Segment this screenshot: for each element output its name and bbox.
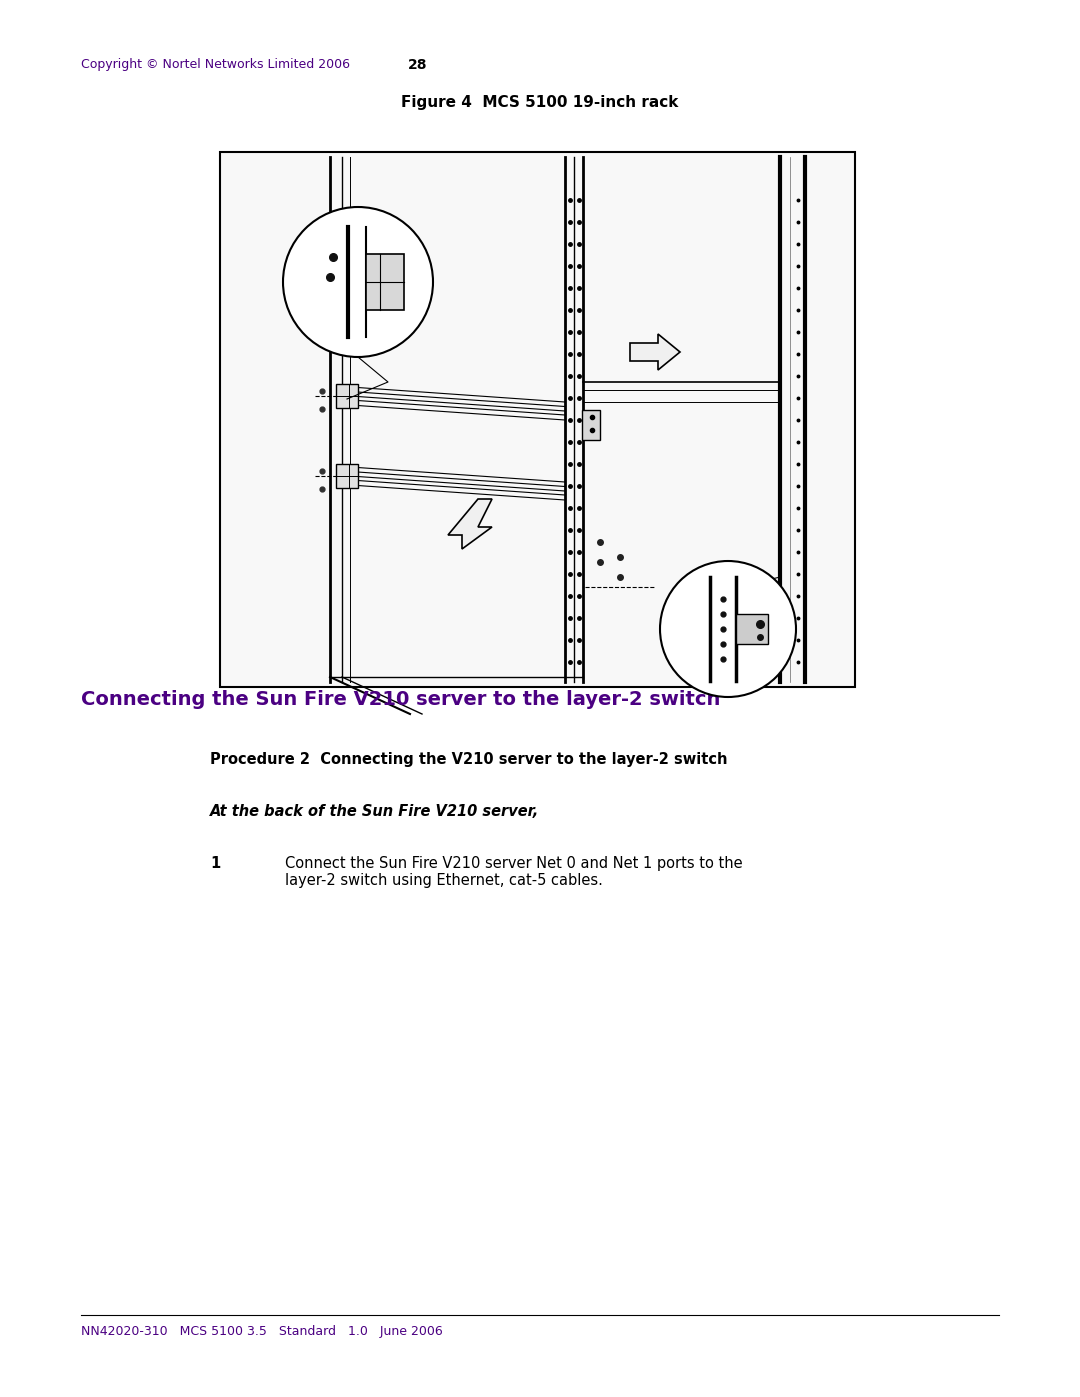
Bar [220,152,855,687]
Text: Figure 4  MCS 5100 19-inch rack: Figure 4 MCS 5100 19-inch rack [402,95,678,110]
Bar [336,384,357,408]
Bar [336,464,357,488]
Text: Procedure 2  Connecting the V210 server to the layer-2 switch: Procedure 2 Connecting the V210 server t… [210,752,728,767]
Polygon shape [448,499,492,549]
Text: At the back of the Sun Fire V210 server,: At the back of the Sun Fire V210 server, [210,805,539,819]
Text: NN42020-310   MCS 5100 3.5   Standard   1.0   June 2006: NN42020-310 MCS 5100 3.5 Standard 1.0 Ju… [81,1324,443,1338]
Bar [582,409,600,440]
Text: Connecting the Sun Fire V210 server to the layer-2 switch: Connecting the Sun Fire V210 server to t… [81,690,720,710]
Text: Connect the Sun Fire V210 server Net 0 and Net 1 ports to the
layer-2 switch usi: Connect the Sun Fire V210 server Net 0 a… [285,856,743,888]
Circle shape [283,207,433,358]
Bar [366,254,404,310]
Circle shape [660,562,796,697]
Polygon shape [630,334,680,370]
Text: Copyright © Nortel Networks Limited 2006: Copyright © Nortel Networks Limited 2006 [81,59,350,71]
Bar [735,615,768,644]
Text: 1: 1 [210,856,220,870]
Text: 28: 28 [408,59,428,73]
